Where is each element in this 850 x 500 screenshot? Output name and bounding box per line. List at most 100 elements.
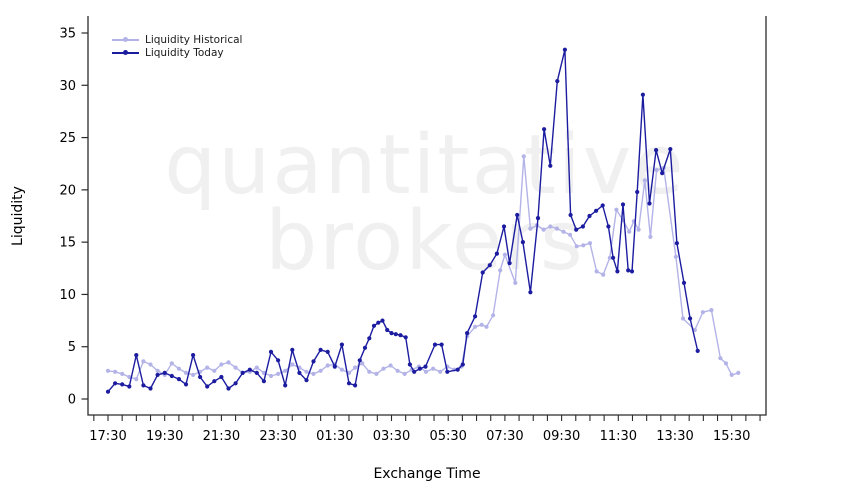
data-point xyxy=(169,361,174,366)
x-tick-label: 17:30 xyxy=(89,429,126,444)
legend-item-today: Liquidity Today xyxy=(112,46,242,59)
data-point xyxy=(276,358,281,363)
data-point xyxy=(219,374,224,380)
data-point xyxy=(120,371,125,376)
data-point xyxy=(528,226,533,231)
data-point xyxy=(169,373,174,379)
data-point xyxy=(594,269,599,274)
data-point xyxy=(479,322,484,327)
data-point xyxy=(205,365,210,370)
data-point xyxy=(640,92,646,97)
data-point xyxy=(484,324,489,329)
x-tick-label: 21:30 xyxy=(203,429,240,444)
data-point xyxy=(325,349,330,354)
data-point xyxy=(674,241,680,246)
legend-label-today: Liquidity Today xyxy=(145,46,224,59)
today-line-marker-icon xyxy=(112,48,139,57)
series-line-historical xyxy=(107,155,739,380)
x-axis-title: Exchange Time xyxy=(373,466,480,482)
data-point xyxy=(513,280,518,285)
data-point xyxy=(501,224,507,229)
historical-line-marker-icon xyxy=(112,35,139,44)
data-point xyxy=(318,368,323,373)
chart-legend: Liquidity Historical Liquidity Today xyxy=(112,33,242,59)
data-point xyxy=(304,378,309,383)
data-point xyxy=(105,368,111,373)
data-point xyxy=(247,367,252,372)
y-tick-label: 15 xyxy=(59,236,76,251)
data-point xyxy=(660,171,665,176)
data-point xyxy=(268,373,274,379)
data-point xyxy=(668,147,673,152)
data-point xyxy=(393,332,398,337)
data-point xyxy=(562,47,568,52)
data-point xyxy=(191,372,196,377)
data-point xyxy=(254,370,259,375)
data-point xyxy=(357,358,362,363)
data-point xyxy=(487,263,492,268)
x-tick-label: 05:30 xyxy=(429,429,466,444)
y-tick-label: 5 xyxy=(68,340,76,355)
data-point xyxy=(507,261,512,266)
data-point xyxy=(568,232,573,237)
data-point xyxy=(367,369,372,374)
data-point xyxy=(620,202,626,207)
x-axis-labels: 17:30 19:30 21:30 23:30 01:30 03:30 05:30 07:30… xyxy=(89,429,750,444)
x-tick-label: 13:30 xyxy=(656,429,693,444)
data-point xyxy=(261,379,266,384)
y-tick-label: 25 xyxy=(59,131,76,146)
y-tick-label: 30 xyxy=(59,79,76,94)
data-point xyxy=(183,370,189,375)
data-point xyxy=(374,371,379,376)
data-point xyxy=(587,241,593,246)
data-point xyxy=(438,369,443,374)
data-point xyxy=(688,316,693,321)
data-point xyxy=(535,216,541,221)
data-point xyxy=(191,353,196,358)
data-point xyxy=(581,243,586,248)
data-point xyxy=(460,362,465,367)
data-point xyxy=(700,310,706,315)
x-tick-label: 23:30 xyxy=(259,429,296,444)
data-point xyxy=(555,79,560,84)
data-point xyxy=(491,313,496,318)
data-point xyxy=(568,212,573,218)
data-point xyxy=(520,240,526,245)
data-point xyxy=(626,268,631,273)
data-point xyxy=(574,227,579,232)
data-point xyxy=(654,167,659,173)
data-point xyxy=(548,224,553,229)
data-point xyxy=(614,207,619,212)
data-point xyxy=(376,320,381,325)
data-point xyxy=(417,366,422,371)
y-axis-title: Liquidity xyxy=(10,186,26,246)
data-point xyxy=(311,371,316,376)
data-point xyxy=(362,345,368,350)
data-point xyxy=(528,290,533,295)
data-point xyxy=(141,383,146,388)
data-point xyxy=(480,270,485,275)
data-point xyxy=(134,377,139,382)
y-tick-label: 20 xyxy=(59,183,76,198)
data-point xyxy=(297,370,302,375)
data-point xyxy=(542,127,547,132)
data-point xyxy=(473,314,478,319)
data-point xyxy=(606,224,611,229)
data-point xyxy=(423,364,428,369)
data-point xyxy=(388,363,393,368)
data-point xyxy=(198,374,203,380)
chart-series xyxy=(105,47,741,394)
data-point xyxy=(403,335,408,340)
data-point xyxy=(615,269,620,274)
x-tick-label: 15:30 xyxy=(713,429,750,444)
data-point xyxy=(594,208,599,213)
data-point xyxy=(176,366,181,371)
data-point xyxy=(353,383,358,388)
data-point xyxy=(600,203,605,208)
data-point xyxy=(611,255,616,260)
plot-box xyxy=(87,16,767,416)
data-point xyxy=(607,255,612,260)
x-axis-minor-ticks xyxy=(93,415,761,421)
data-point xyxy=(548,163,553,168)
